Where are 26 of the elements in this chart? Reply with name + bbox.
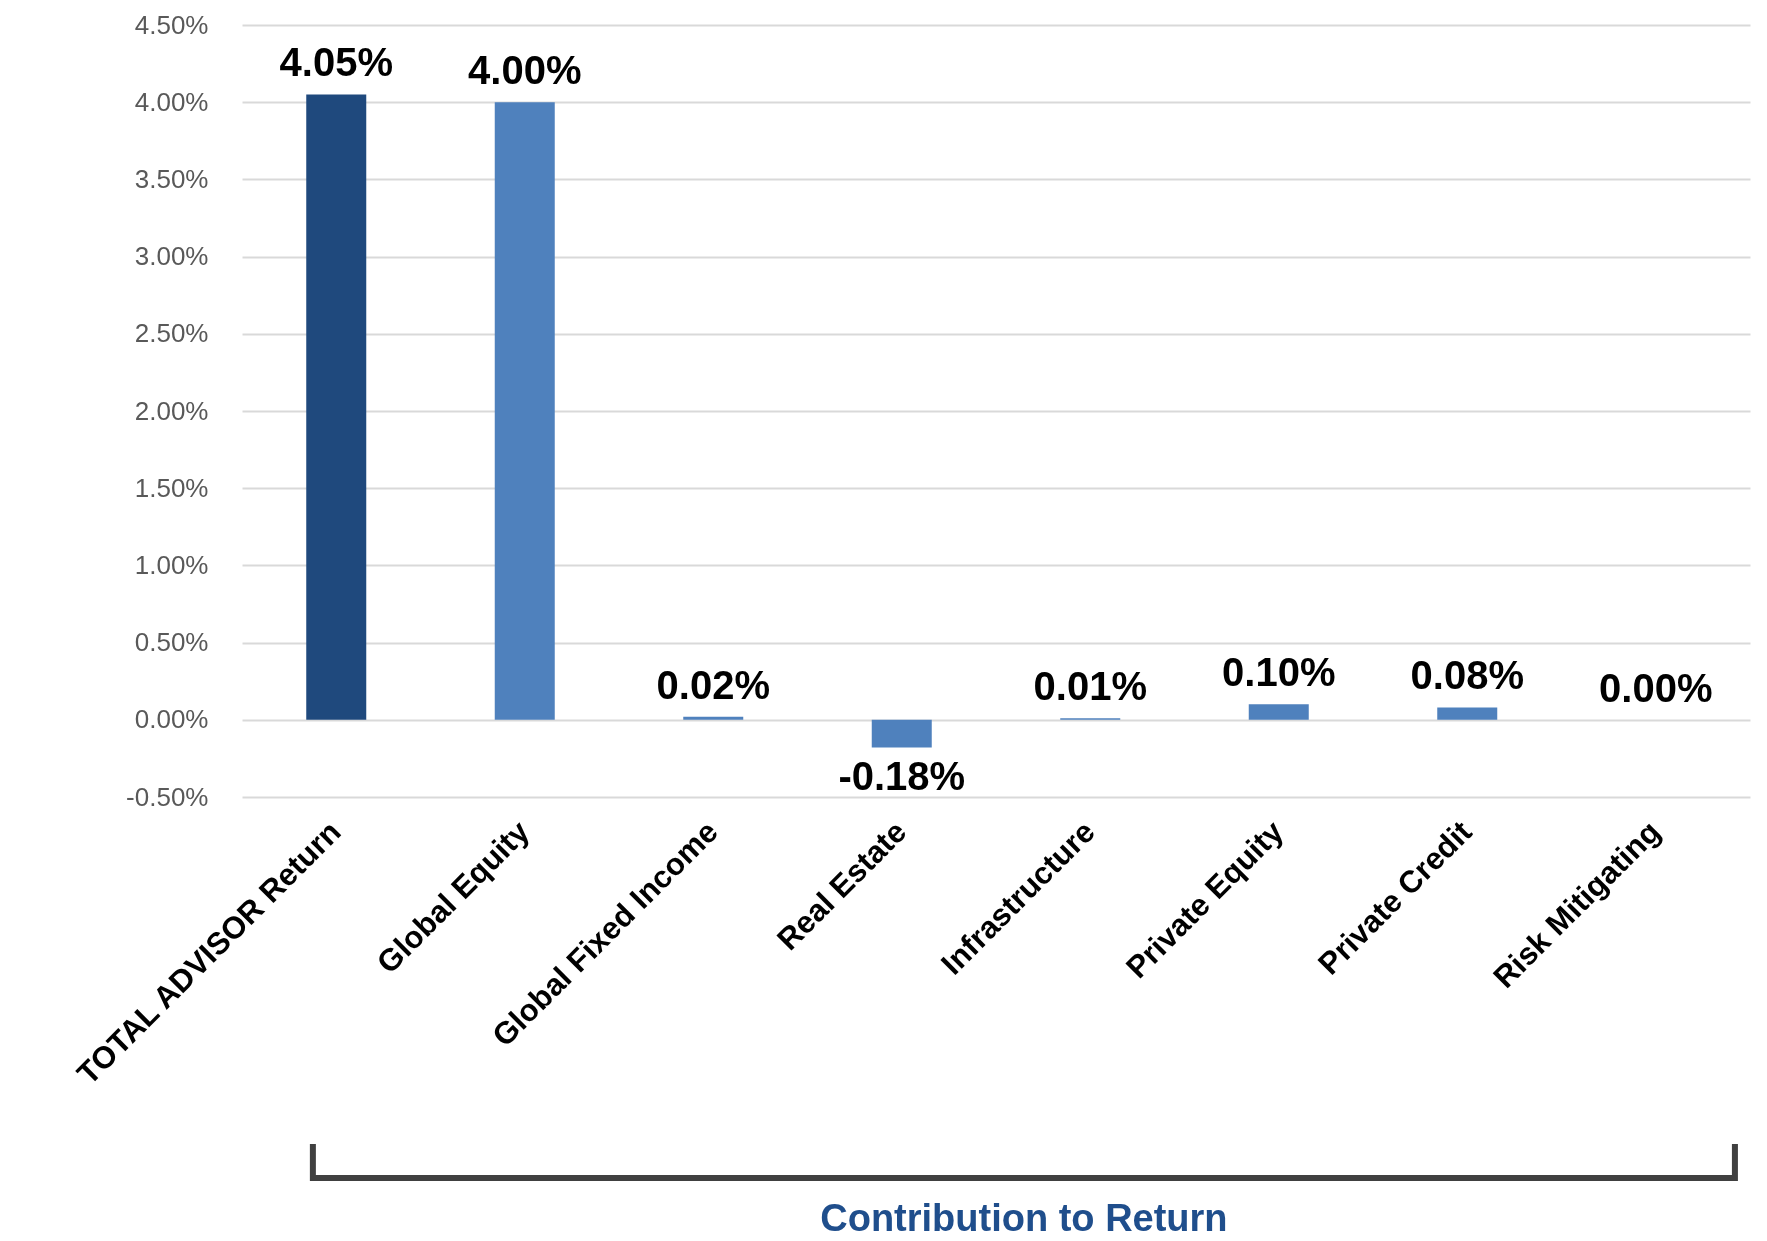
bar: [871, 719, 932, 748]
bar: [683, 716, 744, 720]
y-tick-label: 4.50%: [134, 9, 209, 40]
bar: [1437, 707, 1498, 720]
y-tick-label: 2.00%: [134, 395, 209, 426]
data-label: 4.00%: [468, 48, 582, 93]
y-tick-label: -0.50%: [126, 781, 209, 812]
data-label: 0.02%: [656, 662, 770, 707]
data-label: 0.10%: [1222, 650, 1336, 695]
data-label: 0.00%: [1599, 665, 1713, 710]
text: Contribution to Return: [820, 1197, 1228, 1239]
bar: [1248, 704, 1309, 720]
bar: [494, 102, 555, 720]
data-label: 4.05%: [279, 40, 393, 85]
y-tick-label: 1.00%: [134, 549, 209, 580]
y-tick-label: 1.50%: [134, 472, 209, 503]
y-tick-label: 0.00%: [134, 704, 209, 735]
data-label: 0.08%: [1410, 653, 1524, 698]
y-tick-label: 3.00%: [134, 241, 209, 272]
y-tick-label: 2.50%: [134, 318, 209, 349]
data-label: -0.18%: [838, 753, 966, 798]
bar: [306, 94, 367, 720]
y-tick-label: 4.00%: [134, 86, 209, 117]
y-tick-label: 0.50%: [134, 627, 209, 658]
data-label: 0.01%: [1033, 664, 1147, 709]
y-tick-label: 3.50%: [134, 163, 209, 194]
